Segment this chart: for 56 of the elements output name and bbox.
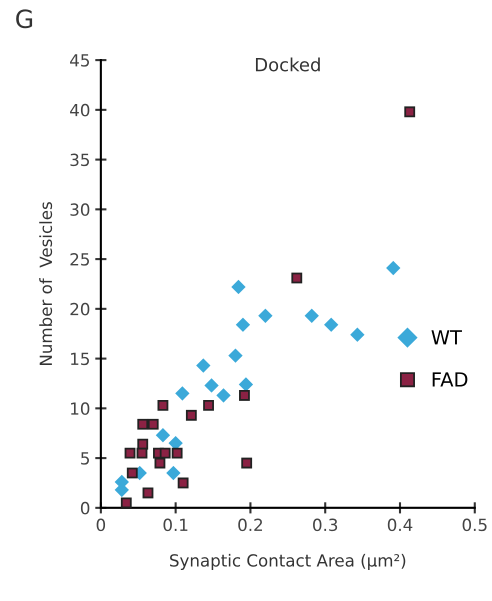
y-tick-label: 25 <box>70 253 89 266</box>
point <box>203 400 214 411</box>
point <box>178 478 189 488</box>
point <box>350 328 364 342</box>
legend-label: FAD <box>432 372 468 387</box>
point <box>204 378 218 392</box>
y-tick-label: 0 <box>80 502 90 514</box>
x-tick-label: 0.1 <box>163 518 188 532</box>
point <box>304 309 319 323</box>
point <box>168 436 182 450</box>
point <box>404 106 416 118</box>
point <box>232 280 246 294</box>
point <box>216 388 230 402</box>
y-tick-label: 35 <box>70 154 89 166</box>
y-tick-label: 10 <box>71 402 90 415</box>
point <box>158 400 168 411</box>
point <box>228 348 242 362</box>
point <box>291 272 302 284</box>
y-tick-label: 20 <box>70 302 90 316</box>
point <box>196 358 210 372</box>
point <box>120 497 132 508</box>
x-tick-label: 0 <box>96 518 106 532</box>
y-axis-title: Number of Vesicles <box>39 202 52 365</box>
point <box>148 418 159 430</box>
point <box>137 418 148 430</box>
x-axis-title: Synaptic Contact Area (μm²) <box>170 554 406 570</box>
y-tick-label: 30 <box>70 203 90 216</box>
point <box>241 458 252 468</box>
chart-title: Docked <box>256 57 320 72</box>
point <box>386 261 400 275</box>
text: G <box>16 9 32 28</box>
y-tick-label: 40 <box>70 104 90 116</box>
point <box>236 318 250 332</box>
point <box>239 378 253 392</box>
point <box>126 468 138 478</box>
x-tick-label: 0.4 <box>388 518 412 532</box>
point <box>136 448 148 459</box>
point <box>324 318 338 332</box>
point <box>154 458 166 468</box>
point <box>172 448 183 459</box>
x-tick-label: 0.5 <box>462 518 487 532</box>
x-tick-label: 0.2 <box>238 518 262 532</box>
point <box>176 386 190 400</box>
point <box>160 448 171 459</box>
y-tick-label: 45 <box>70 54 89 67</box>
point <box>166 466 180 480</box>
point <box>186 410 197 421</box>
y-tick-label: 5 <box>81 452 89 465</box>
y-tick-label: 15 <box>71 352 89 366</box>
point <box>239 390 250 401</box>
point <box>156 428 170 442</box>
legend-label: WT <box>431 330 462 344</box>
point <box>258 309 272 323</box>
x-tick-label: 0.3 <box>313 518 338 532</box>
point <box>124 448 136 459</box>
point <box>142 488 154 498</box>
